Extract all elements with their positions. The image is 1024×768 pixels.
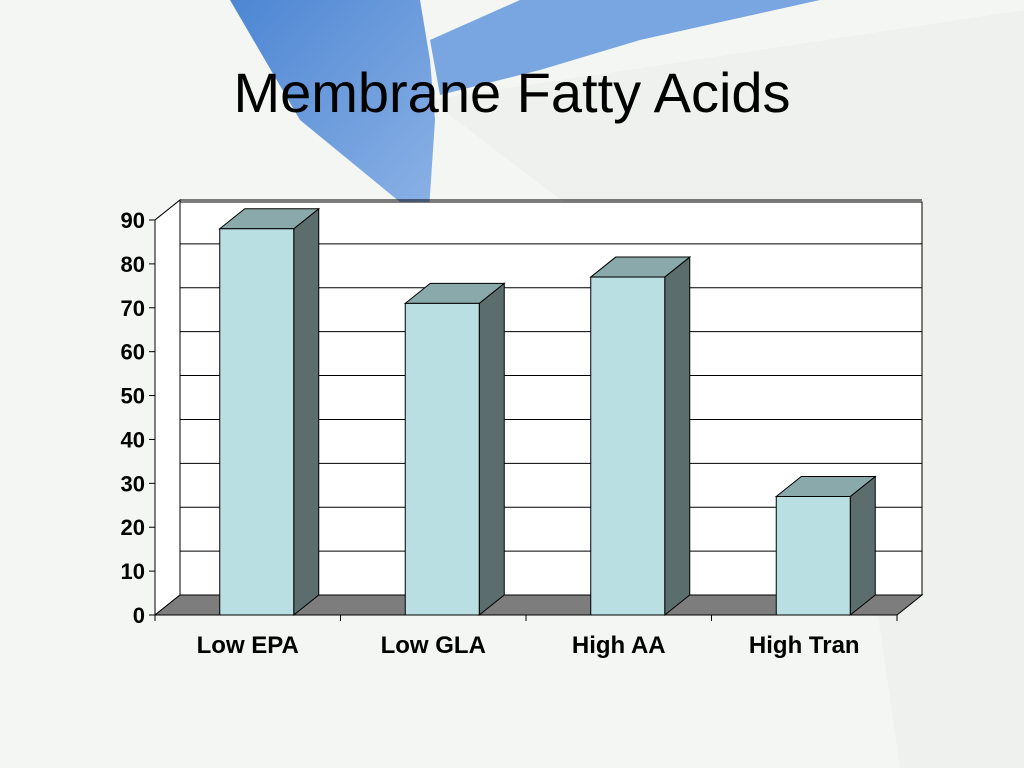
chart-floor [153, 198, 924, 617]
x-tick-label: High Tran [749, 632, 860, 659]
bar-front [219, 228, 295, 616]
bar-side [478, 282, 505, 617]
background-accent-shape-2 [430, 0, 820, 95]
y-tick-label: 50 [121, 384, 145, 409]
y-tick-label: 40 [121, 427, 145, 452]
bar-side [664, 256, 691, 617]
plot-side-wall [154, 198, 181, 617]
bar-side [849, 475, 876, 617]
x-tick-label: Low GLA [381, 632, 486, 659]
y-tick-label: 90 [121, 208, 145, 233]
bar-side [293, 207, 320, 617]
y-tick-label: 20 [121, 515, 145, 540]
bar [218, 207, 321, 617]
y-tick-label: 60 [121, 340, 145, 365]
page-title: Membrane Fatty Acids [233, 61, 791, 124]
background-accent-shape [230, 0, 435, 225]
x-tick-label: Low EPA [197, 632, 299, 659]
bars [218, 207, 877, 617]
bar-front [590, 276, 666, 616]
y-tick-label: 80 [121, 252, 145, 277]
x-tick-label: High AA [572, 632, 666, 659]
bar-front [404, 302, 480, 616]
bar [589, 256, 692, 617]
x-axis-labels: Low EPA Low GLA High AA High Tran [154, 615, 898, 659]
y-tick-label: 30 [121, 471, 145, 496]
y-tick-label: 10 [121, 559, 145, 584]
bar [774, 475, 877, 617]
bar-front [775, 496, 851, 616]
y-tick-label: 0 [133, 603, 145, 628]
bar [403, 282, 506, 617]
y-axis: 0 10 20 30 40 50 60 70 80 90 [121, 208, 897, 628]
y-tick-label: 70 [121, 296, 145, 321]
